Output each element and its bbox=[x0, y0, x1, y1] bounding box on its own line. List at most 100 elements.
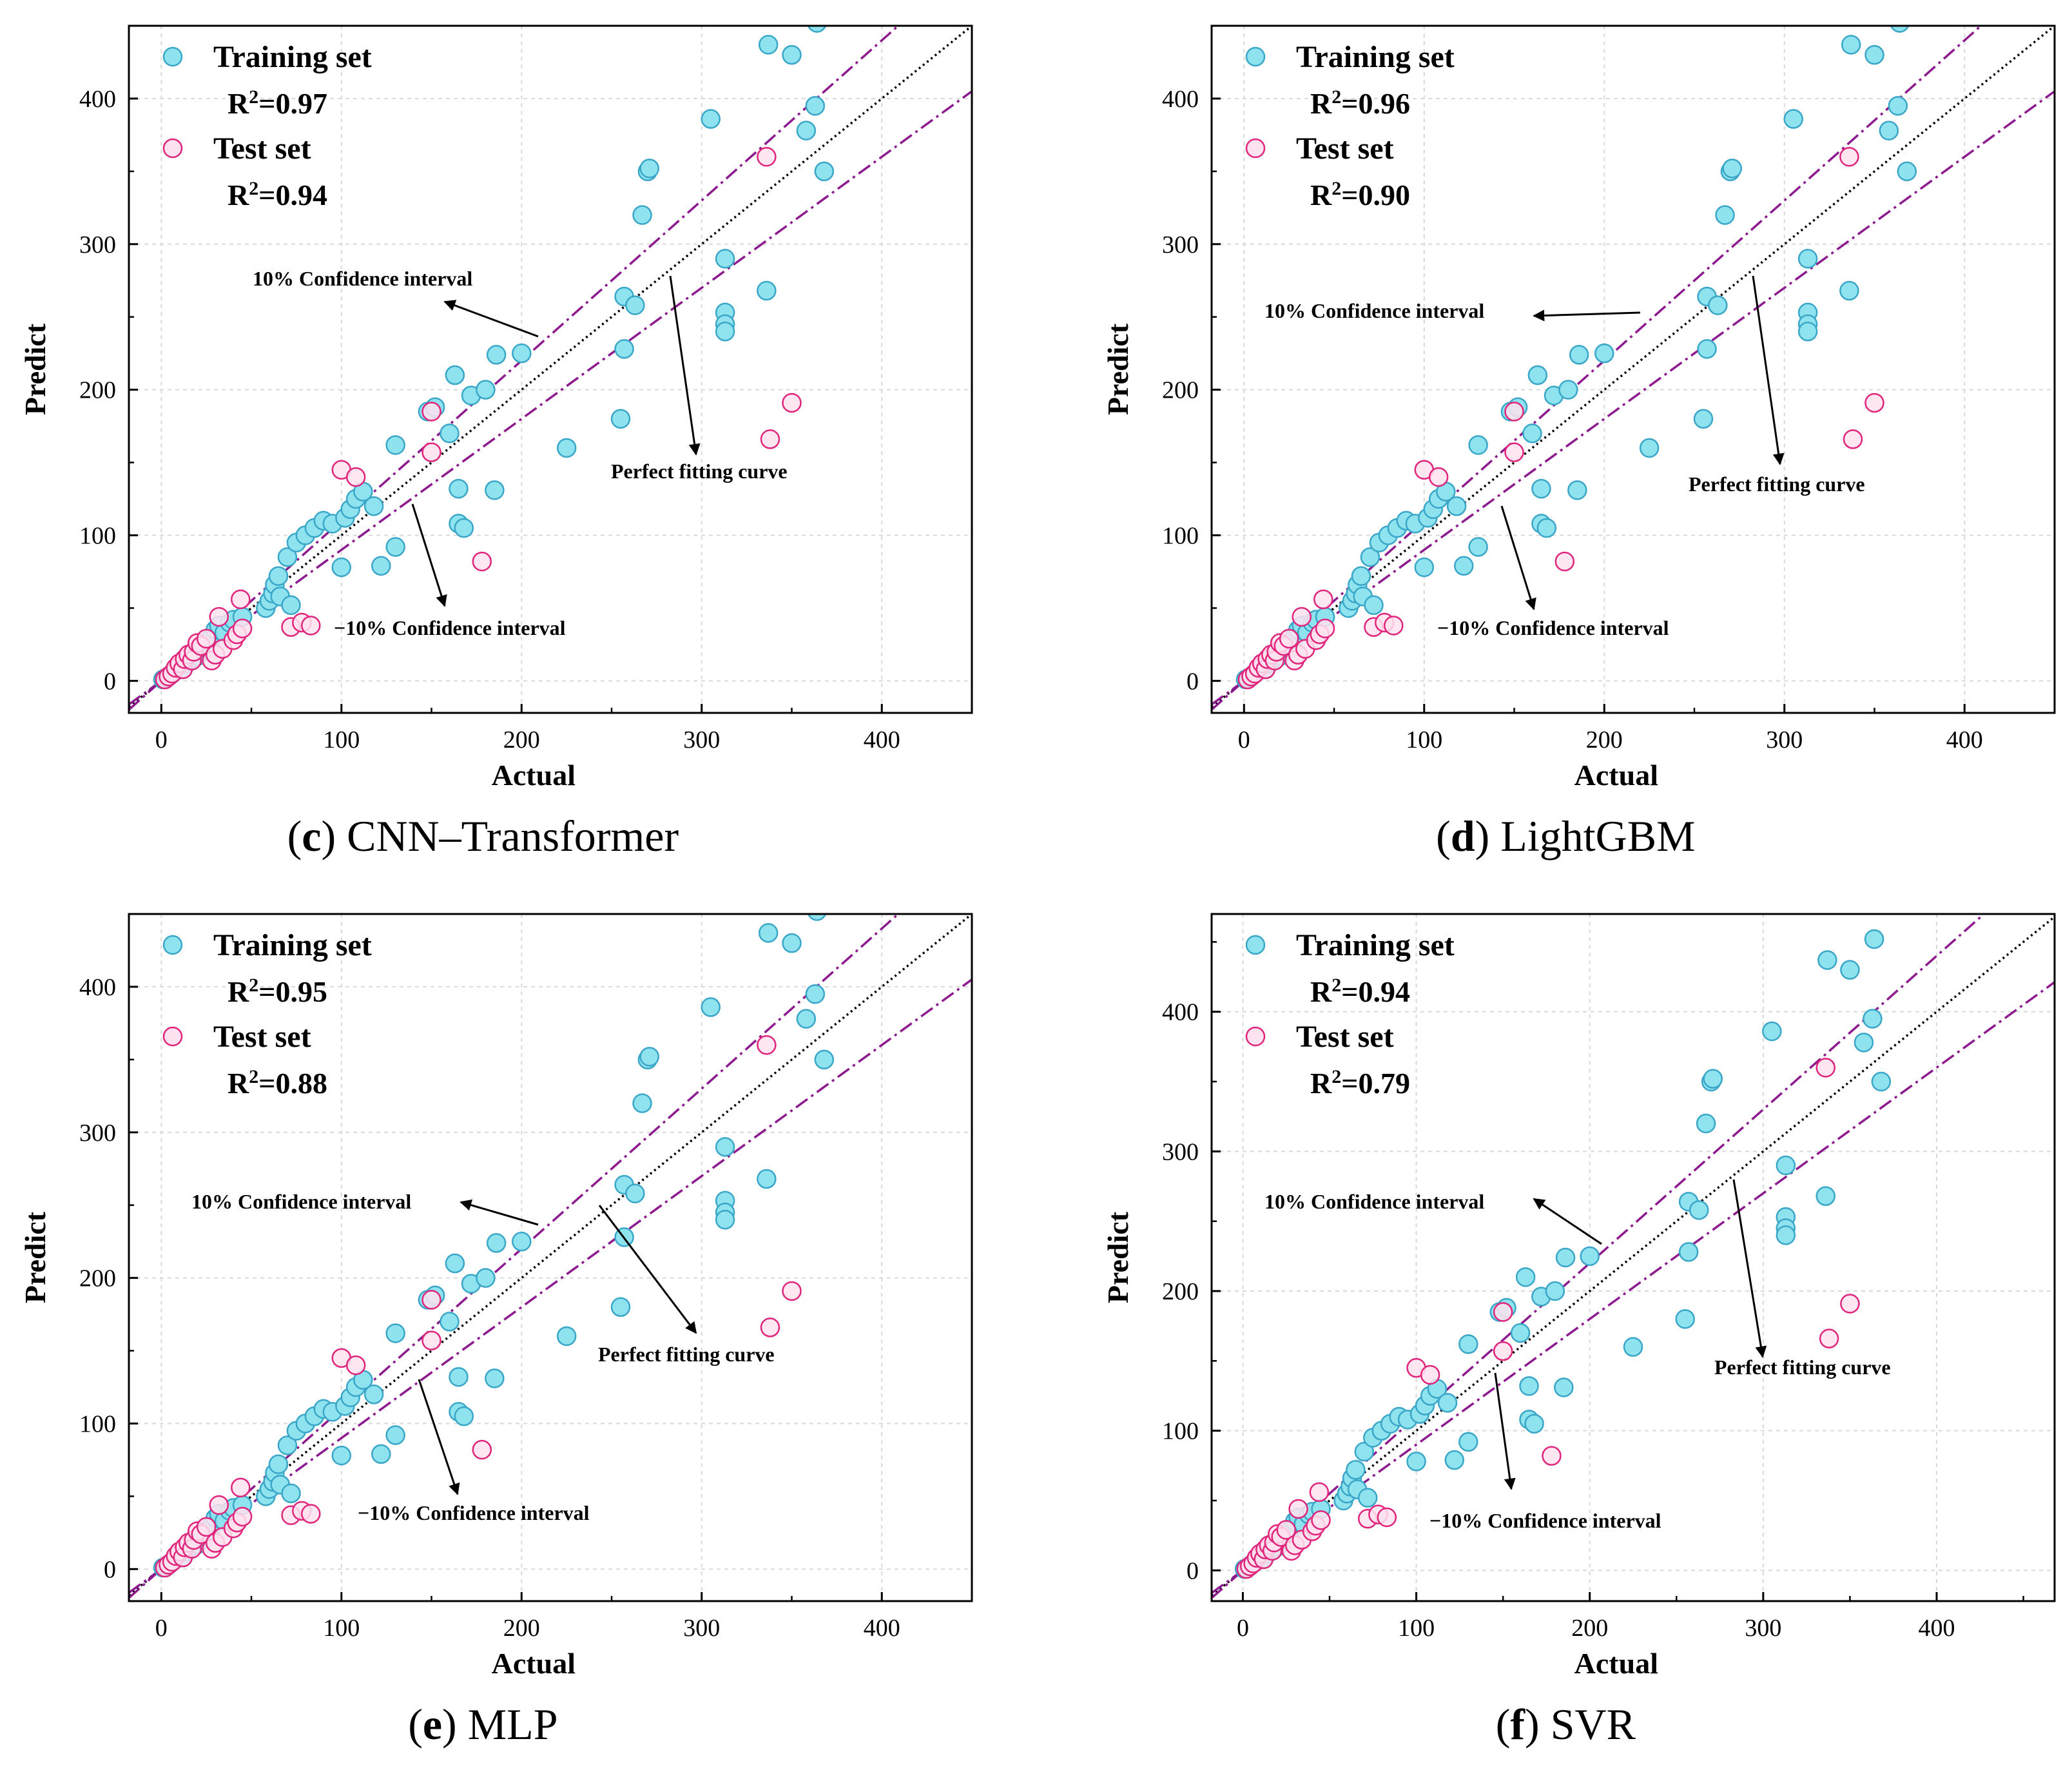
training-point bbox=[449, 1366, 469, 1387]
test-point bbox=[1420, 1365, 1440, 1385]
legend-test-r2: R2=0.94 bbox=[228, 178, 327, 212]
training-point bbox=[485, 1368, 505, 1388]
training-point bbox=[1675, 1309, 1695, 1329]
training-point bbox=[449, 478, 469, 499]
test-point bbox=[1493, 1302, 1513, 1322]
test-point bbox=[760, 429, 780, 449]
training-point bbox=[1555, 1247, 1576, 1268]
ci-upper-annotation: 10% Confidence interval bbox=[191, 1190, 411, 1213]
training-point bbox=[805, 95, 826, 116]
test-point bbox=[196, 628, 217, 649]
training-point bbox=[277, 1435, 298, 1455]
test-point bbox=[421, 402, 441, 422]
training-point bbox=[268, 566, 289, 586]
training-point bbox=[715, 249, 735, 269]
training-point bbox=[363, 496, 384, 516]
training-point bbox=[701, 997, 721, 1017]
training-point bbox=[277, 547, 298, 567]
chart-panel-c: 0 100 200 300 400 0 100 200 300 400 Actual Predict T… bbox=[19, 24, 973, 860]
training-point bbox=[331, 557, 352, 578]
training-point bbox=[1558, 380, 1578, 400]
data-points bbox=[1235, 26, 1917, 690]
ci-lower-arrow bbox=[1500, 505, 1536, 610]
training-point bbox=[385, 537, 405, 557]
plot-frame bbox=[1210, 24, 2056, 714]
y-tick-label: 100 bbox=[1162, 522, 1199, 549]
y-tick-label: 300 bbox=[1162, 231, 1199, 258]
test-point bbox=[232, 618, 253, 639]
training-point bbox=[556, 1326, 577, 1346]
training-point bbox=[1346, 1460, 1366, 1480]
training-point bbox=[1678, 1242, 1699, 1262]
chart-panel-d: 0 100 200 300 400 0 100 200 300 400 Actual Predict T… bbox=[1101, 24, 2056, 860]
training-point bbox=[610, 1297, 631, 1317]
plot-frame bbox=[128, 913, 973, 1602]
training-point bbox=[1515, 1267, 1536, 1287]
test-point bbox=[301, 1504, 321, 1524]
training-point bbox=[281, 1483, 301, 1504]
x-axis-label: Actual bbox=[492, 759, 576, 792]
y-tick-label: 400 bbox=[79, 86, 116, 113]
test-point bbox=[421, 442, 441, 462]
legend-test-label: Test set bbox=[213, 131, 311, 166]
test-point bbox=[345, 467, 366, 487]
test-point bbox=[757, 147, 777, 167]
y-tick-label: 200 bbox=[1162, 377, 1199, 404]
test-point bbox=[472, 551, 492, 572]
test-point bbox=[1309, 1482, 1330, 1502]
ci-upper-annotation: 10% Confidence interval bbox=[253, 267, 472, 290]
test-point bbox=[472, 1439, 492, 1460]
training-point bbox=[1437, 1393, 1458, 1413]
legend-training-r2: R2=0.96 bbox=[1310, 86, 1410, 121]
legend-training-marker bbox=[162, 935, 183, 955]
training-point bbox=[1879, 121, 1899, 141]
ci-lower-annotation: −10% Confidence interval bbox=[334, 616, 566, 639]
y-tick-label: 300 bbox=[79, 231, 116, 258]
test-point bbox=[196, 1517, 217, 1537]
legend-test-label: Test set bbox=[1296, 1020, 1394, 1054]
training-point bbox=[1458, 1432, 1478, 1452]
training-point bbox=[1697, 339, 1717, 359]
ci-upper-arrow bbox=[1533, 309, 1641, 322]
training-point bbox=[1458, 1334, 1478, 1354]
training-point bbox=[1871, 1071, 1892, 1092]
y-axis-label: Predict bbox=[1101, 323, 1134, 415]
legend-test-marker bbox=[162, 1026, 183, 1047]
training-point bbox=[486, 345, 507, 365]
x-tick-label: 200 bbox=[1586, 726, 1623, 753]
training-point bbox=[715, 1137, 735, 1157]
training-point bbox=[1693, 409, 1714, 429]
test-point bbox=[231, 1477, 251, 1498]
y-tick-label: 100 bbox=[1162, 1418, 1199, 1445]
training-point bbox=[632, 1093, 652, 1113]
test-point bbox=[760, 1317, 780, 1337]
x-axis-label: Actual bbox=[492, 1647, 576, 1680]
training-point bbox=[625, 295, 645, 315]
perfect-fit-line bbox=[1212, 26, 2055, 708]
training-point bbox=[1531, 478, 1551, 499]
training-point bbox=[1715, 205, 1735, 225]
legend-training-r2: R2=0.94 bbox=[1310, 975, 1410, 1009]
test-point bbox=[231, 589, 251, 610]
y-tick-label: 0 bbox=[1186, 668, 1199, 695]
training-point bbox=[1776, 1225, 1796, 1245]
training-point bbox=[454, 1406, 474, 1426]
test-point bbox=[1493, 1341, 1513, 1361]
x-tick-label: 100 bbox=[323, 726, 360, 753]
test-point bbox=[345, 1355, 366, 1376]
training-point bbox=[363, 1385, 384, 1405]
training-point bbox=[440, 1312, 460, 1332]
training-point bbox=[1863, 1009, 1883, 1029]
training-point bbox=[1406, 1452, 1426, 1472]
training-point bbox=[512, 1231, 532, 1252]
test-point bbox=[1819, 1328, 1839, 1348]
perfect-fit-annotation: Perfect fitting curve bbox=[1689, 472, 1865, 496]
training-point bbox=[485, 480, 505, 500]
training-point bbox=[1888, 95, 1908, 116]
training-point bbox=[371, 556, 391, 576]
training-point bbox=[1444, 1450, 1465, 1470]
test-point bbox=[1292, 607, 1312, 627]
training-point bbox=[268, 1454, 289, 1474]
ci-upper-arrow bbox=[1533, 1198, 1602, 1245]
ci-upper-arrow bbox=[460, 1199, 539, 1226]
